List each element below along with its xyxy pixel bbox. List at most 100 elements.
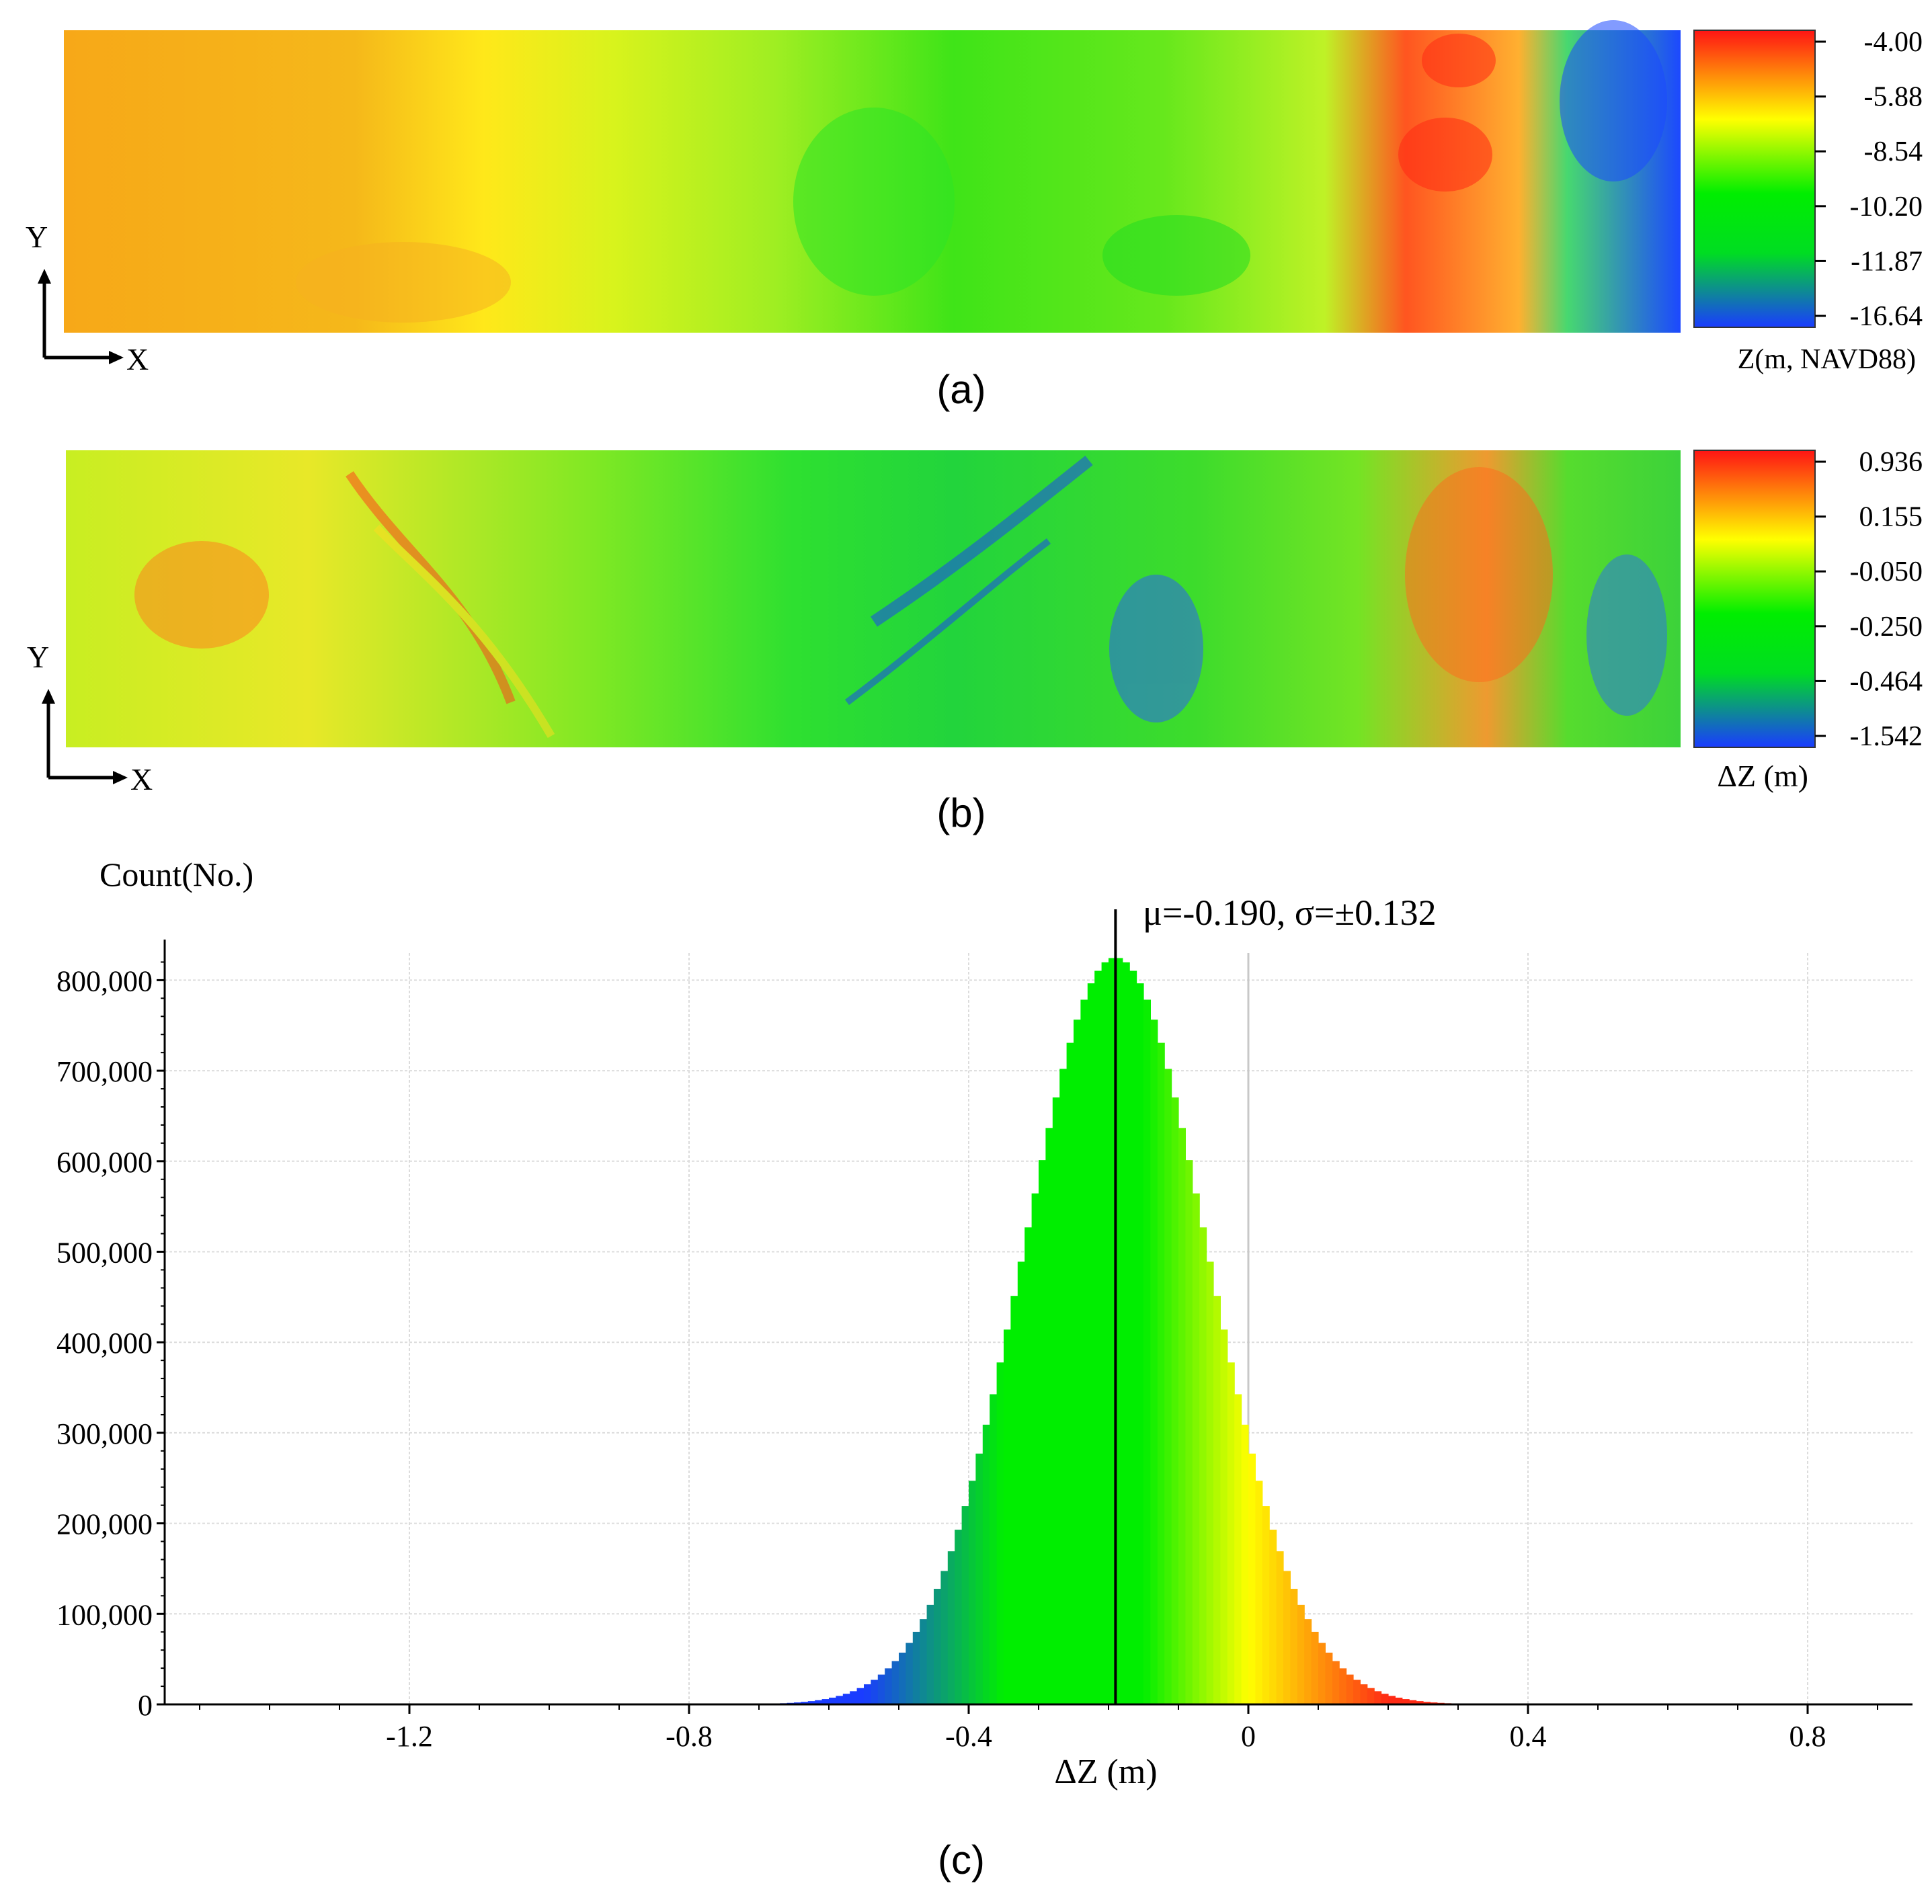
histogram-bar — [1409, 1700, 1417, 1704]
histogram-bar — [1346, 1674, 1354, 1704]
histogram-bar — [1074, 1020, 1081, 1704]
x-tick-label: -1.2 — [386, 1720, 433, 1753]
histogram-bar — [1045, 1128, 1053, 1704]
histogram-bar — [940, 1571, 949, 1704]
panel-b-caption: (b) — [936, 790, 985, 835]
histogram-bar — [1039, 1160, 1046, 1704]
histogram-bar — [1339, 1668, 1347, 1704]
colorbar-a-tick-label: -5.88 — [1864, 82, 1923, 113]
histogram-bar — [1010, 1296, 1018, 1704]
panel-c-caption: (c) — [938, 1837, 985, 1882]
histogram-bar — [1276, 1551, 1284, 1704]
axis-indicator-a — [42, 276, 114, 360]
x-tick-label: 0.8 — [1789, 1720, 1826, 1753]
histogram-bar — [961, 1506, 969, 1704]
histogram-bar — [1262, 1506, 1270, 1704]
histogram-ticks: 0 100,000 200,000 300,000 400,000 500,000 600,… — [56, 961, 1878, 1753]
y-tick-label: 800,000 — [56, 964, 153, 997]
histogram-bar — [1143, 999, 1151, 1704]
colorbar-b-tick-label: 0.155 — [1859, 502, 1923, 533]
histogram-bar — [1066, 1042, 1074, 1704]
histogram-bar — [1318, 1643, 1326, 1704]
colorbar-b-tick-label: 0.936 — [1859, 447, 1923, 478]
histogram-bar — [1353, 1680, 1361, 1704]
histogram-bar — [836, 1696, 844, 1704]
y-tick-label: 100,000 — [56, 1598, 153, 1631]
colorbar-a-tick-label: -11.87 — [1851, 246, 1923, 277]
axis-x-label-b: X — [130, 762, 153, 796]
histogram-bar — [871, 1680, 879, 1704]
histogram-bar — [934, 1589, 941, 1704]
colorbar-b-tick-label: -0.464 — [1850, 666, 1923, 697]
y-arrow-head-a — [38, 269, 51, 284]
histogram-chart: 0 100,000 200,000 300,000 400,000 500,000 600,… — [56, 856, 1913, 1882]
histogram-bar — [1192, 1193, 1200, 1704]
histogram-bar — [1220, 1329, 1228, 1704]
colorbar-a-tick-label: -4.00 — [1864, 27, 1923, 58]
histogram-bar — [1199, 1227, 1207, 1704]
histogram-bar — [905, 1643, 914, 1704]
histogram-bar — [1388, 1696, 1396, 1704]
histogram-bar — [850, 1691, 858, 1704]
histogram-bar — [1381, 1694, 1389, 1704]
mean-annotation: μ=-0.190, σ=±0.132 — [1143, 893, 1437, 933]
histogram-bar — [1332, 1661, 1340, 1704]
colorbar-b — [1693, 450, 1816, 748]
histogram-bar — [1115, 958, 1123, 1704]
histogram-bar — [1129, 970, 1137, 1704]
histogram-bar — [885, 1668, 893, 1704]
colorbar-a — [1693, 30, 1816, 328]
colorbar-a-tick-label: -10.20 — [1850, 192, 1923, 222]
y-tick-label: 300,000 — [56, 1417, 153, 1450]
colorbar-b-tick-label: -1.542 — [1850, 721, 1923, 752]
histogram-bar — [1087, 983, 1095, 1704]
y-tick-label: 600,000 — [56, 1146, 153, 1179]
elevation-map-texture — [296, 20, 1667, 323]
histogram-bar — [1248, 1453, 1256, 1704]
panel-b: Y X 0.936 0.155 -0.050 -0.250 -0.464 -1.542 Δ… — [27, 447, 1923, 835]
histogram-bar — [1311, 1631, 1319, 1704]
y-tick-label: 700,000 — [56, 1055, 153, 1088]
axis-y-label-b: Y — [27, 640, 49, 674]
y-tick-label: 400,000 — [56, 1327, 153, 1360]
y-axis-title: Count(No.) — [99, 856, 253, 893]
histogram-bar — [1059, 1069, 1068, 1704]
histogram-bar — [1213, 1296, 1221, 1704]
histogram-bar — [1031, 1193, 1039, 1704]
histogram-bar — [1122, 962, 1130, 1704]
histogram-bar — [975, 1453, 983, 1704]
histogram-bar — [926, 1604, 934, 1704]
histogram-bar — [1325, 1653, 1333, 1704]
colorbar-a-tick-label: -16.64 — [1850, 301, 1923, 332]
histogram-bar — [899, 1653, 906, 1704]
histogram-bar — [1360, 1684, 1368, 1704]
histogram-bar — [1157, 1042, 1165, 1704]
histogram-bar — [807, 1701, 815, 1704]
x-arrow-head-b — [113, 771, 128, 784]
histogram-bar — [1283, 1571, 1291, 1704]
histogram-bar — [829, 1697, 836, 1704]
histogram-bar — [821, 1699, 830, 1704]
x-tick-label: 0.4 — [1510, 1720, 1547, 1753]
histogram-bar — [1178, 1128, 1186, 1704]
histogram-bar — [1269, 1530, 1277, 1704]
histogram-bar — [1241, 1424, 1249, 1704]
histogram-bar — [1150, 1020, 1158, 1704]
axis-x-label-a: X — [126, 342, 149, 376]
histogram-bar — [801, 1702, 809, 1704]
histogram-bar — [1004, 1329, 1011, 1704]
histogram-bar — [1052, 1097, 1060, 1704]
histogram-bar — [815, 1700, 823, 1704]
colorbar-a-ticks: -4.00 -5.88 -8.54 -10.20 -11.87 -16.64 — [1815, 27, 1923, 332]
histogram-bar — [1171, 1097, 1179, 1704]
histogram-bar — [1367, 1688, 1375, 1704]
colorbar-b-ticks: 0.936 0.155 -0.050 -0.250 -0.464 -1.542 — [1815, 447, 1923, 752]
histogram-bar — [1423, 1702, 1431, 1704]
y-arrow-head-b — [42, 689, 55, 704]
y-tick-label: 500,000 — [56, 1237, 153, 1270]
histogram-bar — [1402, 1699, 1410, 1704]
histogram-bar — [1094, 970, 1102, 1704]
histogram-bar — [1227, 1362, 1235, 1704]
histogram-bar — [990, 1394, 998, 1704]
histogram-bar — [877, 1674, 885, 1704]
